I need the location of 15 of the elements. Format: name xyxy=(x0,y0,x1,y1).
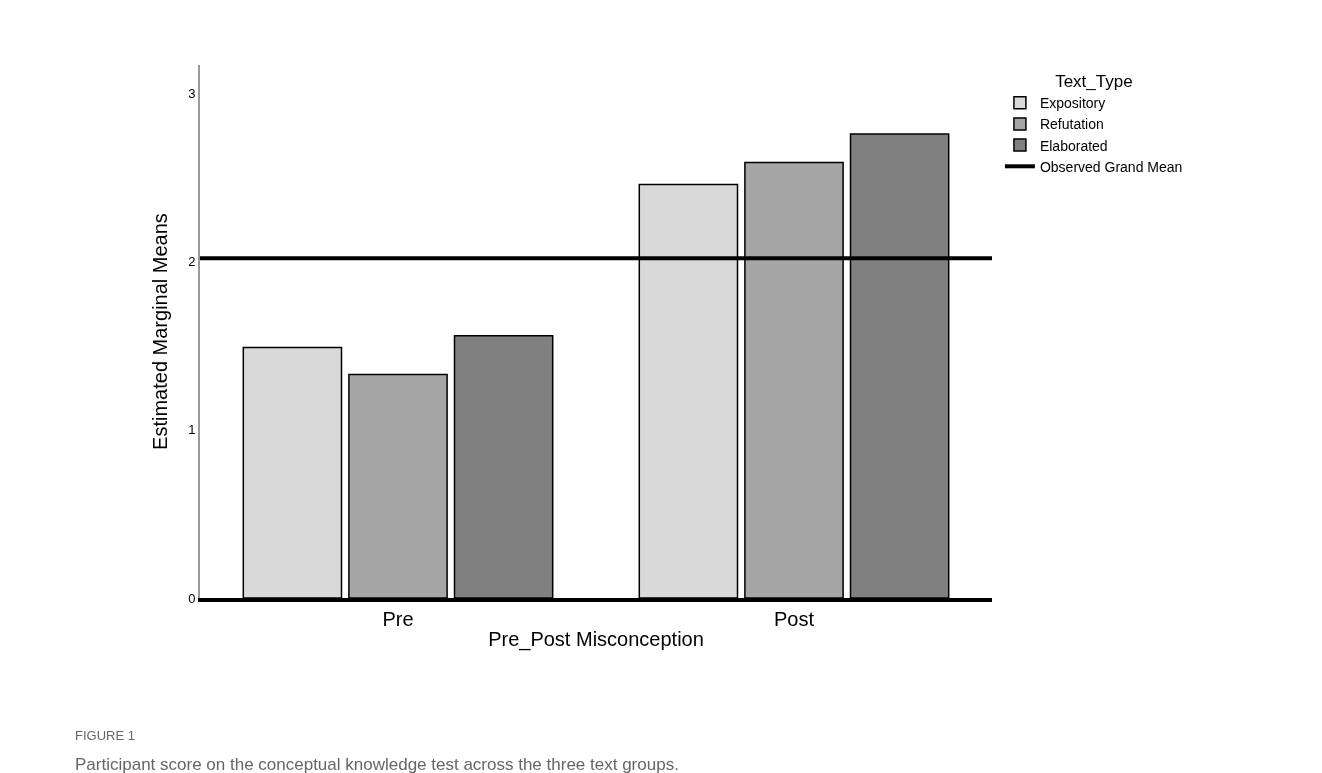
legend-label: Observed Grand Mean xyxy=(1039,158,1183,175)
y-axis-title: Estimated Marginal Means xyxy=(149,213,172,450)
y-tick-label: 0 xyxy=(188,590,196,606)
text: Participant score on the conceptual knowledge test across the three text groups. xyxy=(75,755,679,773)
y-tick-label: 2 xyxy=(188,254,196,270)
x-tick-label: Pre xyxy=(382,608,414,630)
legend-label: Elaborated xyxy=(1039,137,1108,154)
y-tick-label: 1 xyxy=(188,422,196,438)
legend-label: Refutation xyxy=(1039,116,1104,133)
x-tick-label: Post xyxy=(773,608,815,630)
legend-title: Text_Type xyxy=(1055,72,1133,92)
y-tick-label: 3 xyxy=(188,86,196,102)
legend-label: Expository xyxy=(1039,95,1106,112)
caption: FIGURE 1 xyxy=(75,728,135,743)
x-axis-title: Pre_Post Misconception xyxy=(488,628,704,651)
